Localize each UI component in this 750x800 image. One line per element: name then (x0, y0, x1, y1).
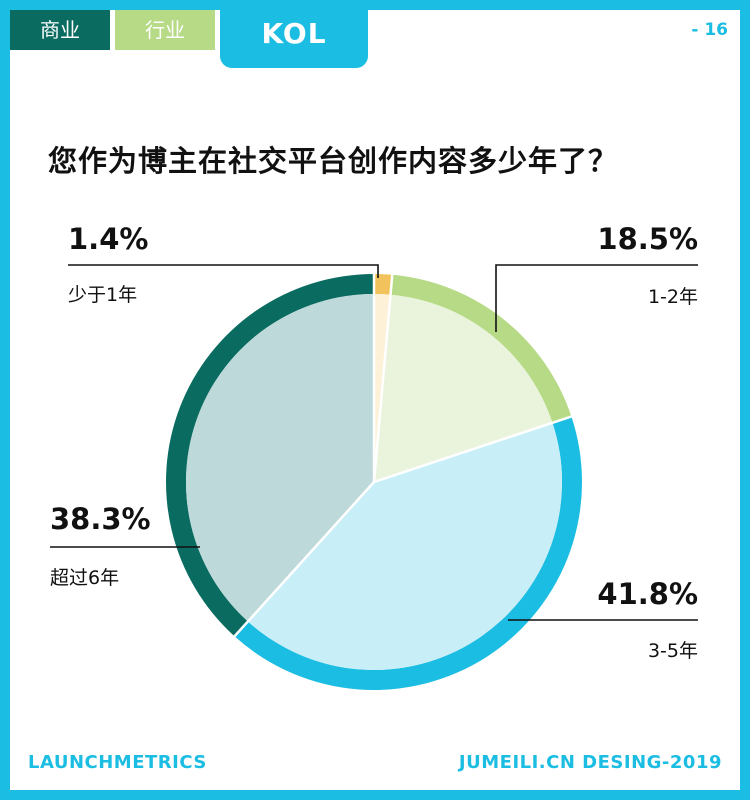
chart-title: 您作为博主在社交平台创作内容多少年了？ (48, 144, 619, 178)
footer-credit: JUMEILI.CN DESING-2019 (458, 752, 722, 773)
slice-category-label: 3-5年 (647, 640, 698, 662)
page-card: 商业 行业 KOL - 16 您作为博主在社交平台创作内容多少年了？ 1.4% … (10, 10, 740, 790)
pie-slice (374, 294, 553, 482)
pie-slice-ring (374, 274, 393, 295)
tab-business[interactable]: 商业 (10, 10, 110, 50)
pie-slice-ring (165, 274, 374, 637)
slice-separator (372, 273, 394, 483)
footer-source: LAUNCHMETRICS (28, 752, 207, 773)
pie-chart (50, 264, 698, 690)
leader-line (68, 264, 379, 278)
slice-category-label: 超过6年 (50, 567, 120, 589)
slice-value-label: 41.8% (597, 577, 698, 611)
slice-category-label: 少于1年 (68, 284, 138, 306)
pie-slice-ring (390, 274, 572, 423)
pie-slice (247, 422, 562, 670)
slice-separator (373, 414, 573, 484)
tab-kol[interactable]: KOL (220, 10, 368, 68)
slice-value-label: 38.3% (50, 502, 151, 536)
tab-industry[interactable]: 行业 (115, 10, 215, 50)
page-number: - 16 (691, 20, 728, 40)
slice-category-label: 1-2年 (647, 286, 698, 308)
slice-value-label: 18.5% (597, 222, 698, 256)
pie-slice (186, 294, 374, 622)
leader-line (495, 264, 698, 332)
slice-value-label: 1.4% (68, 222, 149, 256)
slice-separator (232, 481, 375, 638)
